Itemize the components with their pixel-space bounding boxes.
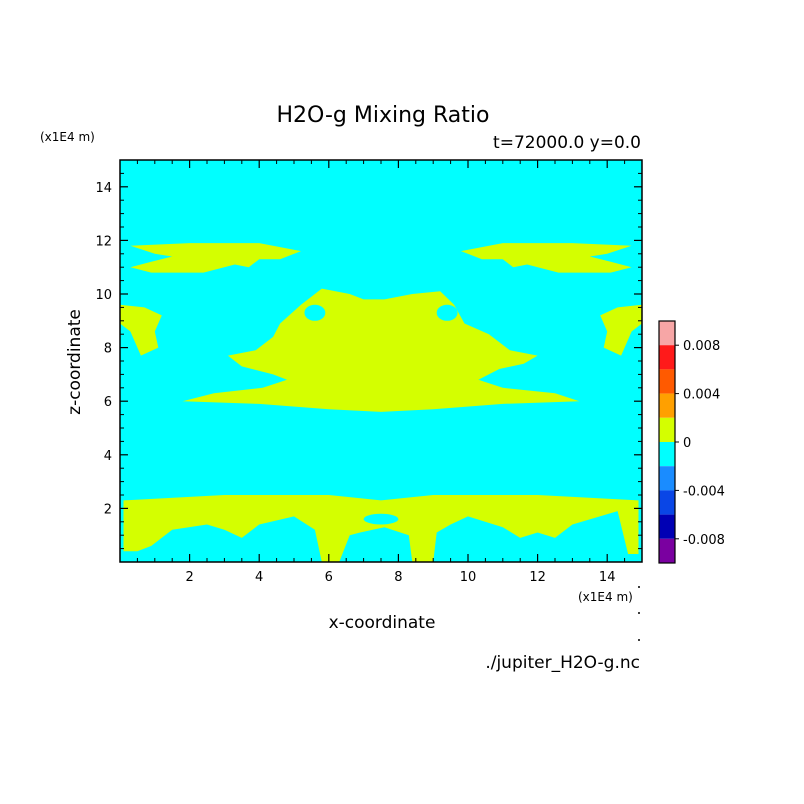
contour-region-upper-right-band <box>461 243 632 273</box>
y-tick-label-2: 2 <box>104 502 112 517</box>
contour-region-upper-left-band <box>130 243 301 273</box>
y-tick-label-14: 14 <box>95 181 112 196</box>
colorbar-label-0: 0.008 <box>683 339 720 354</box>
x-axis-ticks: 2 4 6 8 10 12 14 <box>136 160 626 585</box>
contour-region-right-edge-blob <box>600 304 642 356</box>
y-tick-label-6: 6 <box>104 395 112 410</box>
y-tick-label-4: 4 <box>104 449 112 464</box>
colorbar-swatch-8 <box>659 514 675 539</box>
x-tick-label-12: 12 <box>529 570 546 585</box>
x-tick-label-14: 14 <box>599 570 616 585</box>
x-axis-label: x-coordinate <box>329 613 436 633</box>
y-axis-unit: (x1E4 m) <box>40 130 95 144</box>
x-tick-label-10: 10 <box>460 570 477 585</box>
colorbar-swatch-0 <box>659 321 675 346</box>
chart-title: H2O-g Mixing Ratio <box>277 103 490 128</box>
contour-region-bottom-band <box>123 495 639 562</box>
x-tick-label-6: 6 <box>325 570 333 585</box>
plot-area <box>119 159 643 563</box>
decorative-dots <box>638 586 640 641</box>
colorbar-swatch-7 <box>659 490 675 515</box>
y-axis-label: z-coordinate <box>65 309 85 415</box>
source-file-label: ./jupiter_H2O-g.nc <box>485 653 640 673</box>
colorbar-swatch-1 <box>659 345 675 370</box>
x-tick-label-4: 4 <box>255 570 263 585</box>
contour-region-left-edge-blob <box>120 304 162 356</box>
x-tick-label-8: 8 <box>394 570 402 585</box>
contour-field <box>120 243 642 562</box>
colorbar-label-3: -0.004 <box>683 484 725 499</box>
colorbar-swatch-3 <box>659 393 675 418</box>
y-tick-label-8: 8 <box>104 342 112 357</box>
colorbar: 0.008 0.004 0 -0.004 -0.008 <box>658 320 725 564</box>
y-axis-ticks: 2 4 6 8 10 12 14 <box>95 172 642 550</box>
contour-hole-mid-low <box>363 513 399 525</box>
dot <box>638 586 640 588</box>
dot <box>638 612 640 614</box>
x-tick-label-2: 2 <box>185 570 193 585</box>
colorbar-swatch-2 <box>659 369 675 394</box>
contour-region-middle-blob <box>182 288 580 412</box>
colorbar-label-4: -0.008 <box>683 533 725 548</box>
x-axis-unit: (x1E4 m) <box>578 590 633 604</box>
colorbar-swatch-5 <box>659 442 675 467</box>
colorbar-label-1: 0.004 <box>683 388 720 403</box>
colorbar-swatch-4 <box>659 417 675 442</box>
chart-subtitle: t=72000.0 y=0.0 <box>493 133 641 153</box>
colorbar-swatch-9 <box>659 538 675 563</box>
dot <box>638 639 640 641</box>
contour-hole-right <box>436 304 458 321</box>
colorbar-swatch-6 <box>659 466 675 491</box>
y-tick-label-12: 12 <box>95 234 112 249</box>
colorbar-label-2: 0 <box>683 436 691 451</box>
contour-hole-left <box>304 304 326 321</box>
y-tick-label-10: 10 <box>95 288 112 303</box>
